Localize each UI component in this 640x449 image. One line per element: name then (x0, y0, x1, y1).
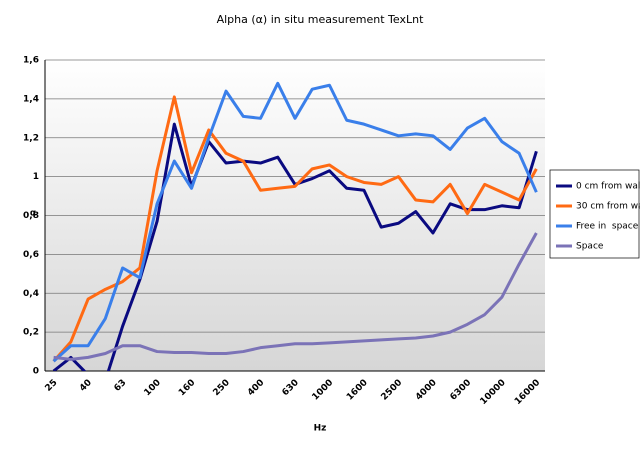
x-tick-label: 2500 (380, 378, 405, 403)
plot-lines (52, 81, 538, 371)
x-tick-label: 40 (78, 378, 94, 394)
x-tick-label: 25 (44, 378, 60, 394)
y-axis-title: α (30, 209, 36, 219)
series-line (52, 81, 538, 363)
y-tick-label: 0,8 (23, 211, 39, 221)
x-tick-label: 6300 (449, 378, 474, 403)
x-tick-label: 250 (212, 378, 232, 398)
x-tick-label: 1000 (311, 378, 336, 403)
x-tick-label: 160 (177, 378, 197, 398)
y-tick-label: 1 (33, 172, 39, 182)
x-tick-label: 10000 (479, 378, 508, 407)
series-line (52, 95, 538, 363)
y-tick-label: 0,4 (23, 289, 39, 299)
x-tick-label: 4000 (414, 378, 439, 403)
legend-label: Space (576, 242, 604, 252)
x-tick-label: 400 (246, 378, 266, 398)
y-tick-label: 1,6 (23, 56, 39, 66)
y-tick-label: 0,2 (23, 328, 39, 338)
x-tick-label: 630 (281, 378, 301, 398)
y-tick-label: 1,2 (23, 133, 39, 143)
legend-label: 30 cm from wall (576, 202, 640, 212)
y-tick-label: 1,4 (23, 94, 39, 104)
chart-title: Alpha (α) in situ measurement TexLnt (217, 13, 424, 26)
x-tick-label: 16000 (513, 378, 542, 407)
y-tick-label: 0 (33, 367, 39, 377)
x-tick-label: 1600 (345, 378, 370, 403)
legend-label: Free in space (576, 222, 639, 232)
x-axis-title: Hz (314, 424, 327, 434)
series-line (53, 232, 538, 361)
x-tick-label: 63 (113, 378, 129, 394)
y-tick-label: 0,6 (23, 250, 39, 260)
legend-label: 0 cm from wall (576, 182, 640, 192)
x-tick-label: 100 (143, 378, 163, 398)
